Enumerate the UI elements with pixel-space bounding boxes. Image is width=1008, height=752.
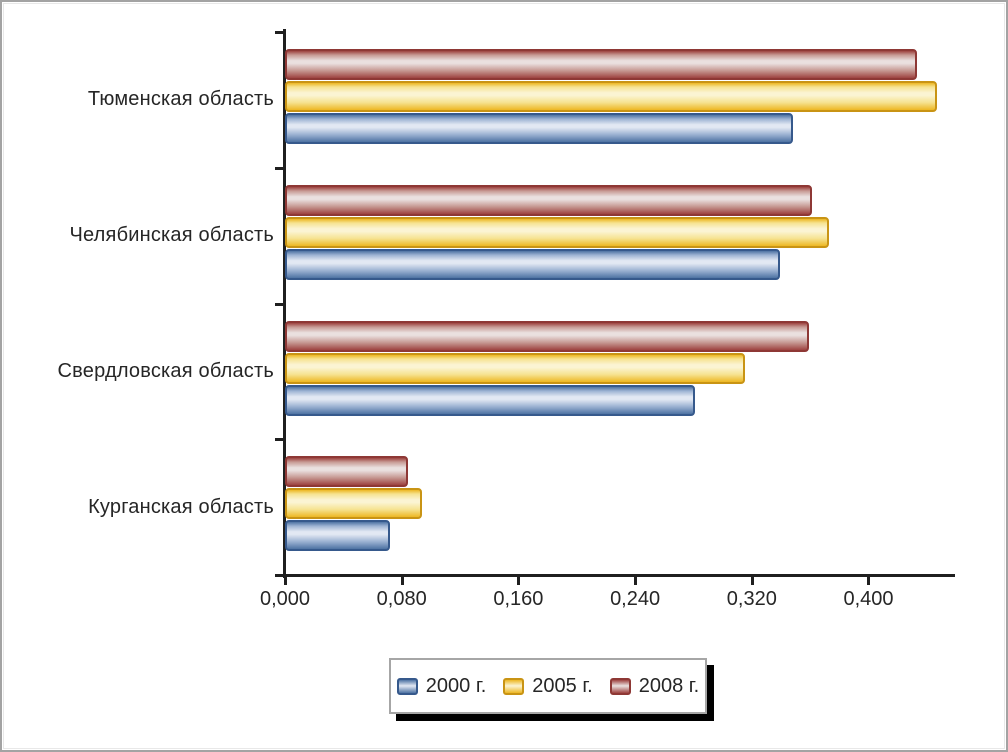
bar-2008	[285, 184, 812, 216]
y-axis-tick	[275, 574, 284, 577]
x-tick-label: 0,160	[493, 588, 544, 610]
bar-2005	[285, 216, 830, 248]
y-axis-tick	[275, 438, 284, 442]
x-axis-tick	[400, 577, 404, 585]
legend-swatch-icon	[396, 677, 418, 695]
x-tick-label: 0,080	[376, 588, 427, 610]
x-tick-label: 0,000	[259, 588, 311, 610]
bar-2008	[285, 320, 809, 352]
bar-2008	[285, 49, 917, 80]
legend-item: 2005 г.	[503, 674, 593, 698]
x-axis	[283, 574, 955, 577]
legend-box: 2000 г. 2005 г. 2008 г.	[389, 658, 707, 714]
x-tick-label: 0,240	[610, 588, 661, 610]
y-axis-tick	[275, 166, 284, 170]
y-axis-tick	[275, 302, 284, 306]
legend-label: 2005 г.	[532, 674, 593, 697]
bar-2005	[285, 488, 423, 520]
legend-item: 2008 г.	[609, 674, 700, 698]
bar-2000	[285, 248, 780, 280]
x-axis-tick	[750, 577, 754, 585]
y-axis-tick	[275, 31, 284, 34]
bar-2008	[285, 456, 408, 488]
bar-2005	[285, 352, 745, 384]
x-axis-tick	[634, 577, 638, 585]
legend-swatch-icon	[503, 677, 525, 695]
x-axis-tick	[867, 577, 871, 585]
bar-2000	[285, 113, 793, 144]
bar-2000	[285, 384, 695, 416]
legend-label: 2008 г.	[638, 674, 700, 697]
legend-swatch-icon	[609, 677, 631, 695]
category-label: Челябинская область	[69, 224, 274, 247]
x-axis-tick	[517, 577, 521, 585]
legend-item: 2000 г.	[396, 674, 487, 698]
category-label: Тюменская область	[87, 88, 274, 111]
bar-2000	[285, 520, 391, 552]
legend-label: 2000 г.	[425, 674, 487, 697]
x-tick-label: 0,320	[726, 588, 777, 610]
y-axis	[283, 29, 286, 578]
x-tick-label: 0,400	[843, 588, 894, 610]
bar-2005	[285, 81, 938, 112]
category-label: Курганская область	[88, 495, 274, 518]
x-axis-tick	[284, 577, 287, 585]
category-label: Свердловская область	[57, 359, 274, 382]
